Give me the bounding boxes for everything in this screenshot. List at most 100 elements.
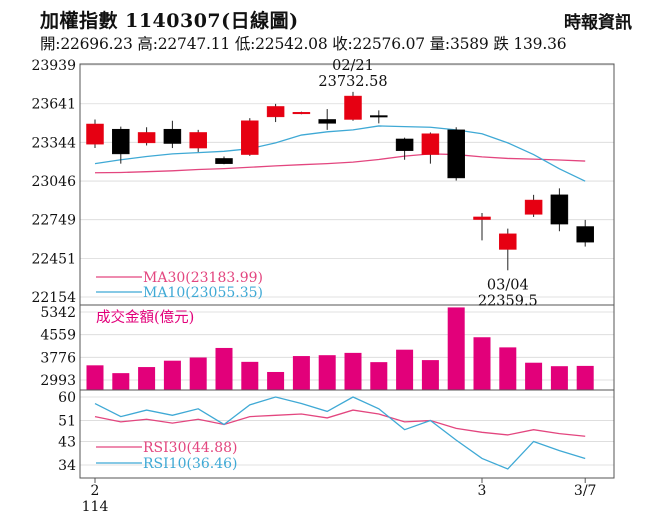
ma-legend-label: MA30(23183.99) [143,270,263,286]
rsi-tick-label: 34 [58,458,76,474]
volume-tick-label: 3776 [40,350,76,366]
volume-bar [189,357,207,390]
chart-title: 加權指數 1140307(日線圖) [40,10,299,32]
volume-tick-label: 2993 [40,373,76,389]
candle [576,219,594,247]
candle-body [395,138,414,151]
x-tick-label: 3 [478,483,487,499]
source-label: 時報資訊 [564,13,632,33]
price-tick-label: 23939 [31,58,76,74]
candle [292,111,311,115]
volume-bar [292,356,310,390]
candle [499,228,517,271]
price-tick-label: 22749 [31,213,76,229]
extreme-annotation: 22359.5 [478,293,538,309]
volume-bar [112,373,130,390]
candle [447,127,465,181]
candle-body [163,128,182,144]
candle-body [499,233,517,250]
volume-bar [576,365,594,390]
price-tick-label: 22154 [31,290,76,306]
candle-body [370,115,388,118]
rsi-legend-label: RSI30(44.88) [143,440,237,456]
volume-bar [525,362,543,390]
candle [395,137,414,160]
volume-bar [138,367,156,390]
candle [421,132,440,164]
volume-bar [318,355,336,390]
ma-line-1 [94,125,586,182]
candle [550,188,569,232]
candle-body [550,194,569,225]
candle-body [421,133,440,155]
plot-frame [79,63,615,479]
candle-body [524,199,543,215]
candle-body [86,123,104,145]
candle [86,119,104,149]
price-tick-label: 23344 [31,135,76,151]
candle-layer [86,91,594,271]
ohlc-summary: 開:22696.23 高:22747.11 低:22542.08 收:22576… [40,35,567,53]
ma-line-0 [94,153,586,174]
volume-layer [86,307,594,390]
rsi-line-0 [94,409,586,437]
volume-bar [550,366,568,390]
grid-layer [80,64,614,466]
volume-bar [370,362,388,390]
candle [344,91,362,121]
candle [266,103,285,123]
candle-body [576,226,594,243]
candle-body [241,120,259,155]
candle [112,126,130,164]
rsi-tick-label: 51 [58,414,76,430]
extreme-annotation: 03/04 [487,277,529,293]
candle-body [473,216,491,220]
extreme-annotation: 23732.58 [318,74,387,90]
moving-average-layer [94,125,586,182]
extreme-annotation: 02/21 [332,58,374,74]
candle-body [112,128,130,155]
volume-bar [163,360,181,390]
candle [473,213,491,241]
volume-bar [215,347,233,390]
candle [318,109,336,130]
x-year-label: 114 [82,499,109,515]
candle-body [189,132,207,149]
x-tick-label: 2 [91,483,100,499]
volume-bar [241,361,259,390]
candle [215,156,233,165]
candle [137,127,156,146]
price-tick-label: 22451 [31,251,76,267]
volume-bar [344,352,362,390]
candle [370,110,388,124]
volume-bar [499,347,517,390]
rsi-line-1 [94,396,586,470]
candle-body [266,106,285,118]
candle-body [447,129,465,179]
candle-body [344,95,362,120]
rsi-layer [94,396,586,470]
volume-panel-label: 成交金額(億元) [96,308,194,326]
rsi-legend-label: RSI10(36.46) [143,456,237,472]
x-tick-label: 3/7 [574,483,597,499]
candle [163,120,182,149]
candle-body [318,119,336,124]
volume-bar [421,360,439,390]
candle [241,118,259,156]
volume-tick-label: 4559 [40,328,76,344]
candle-body [215,158,233,164]
price-tick-label: 23046 [31,174,76,190]
volume-tick-label: 5342 [40,305,76,321]
volume-bar [86,365,104,390]
rsi-tick-label: 60 [58,390,76,406]
label-layer: MA30(23183.99)MA10(23055.35) 02/2123732.5… [96,58,538,472]
volume-bar [473,337,491,390]
candle-body [292,112,311,115]
candle-body [137,132,156,144]
candle [189,129,207,152]
volume-bar [267,371,285,390]
rsi-tick-label: 43 [58,434,76,450]
volume-bar [396,349,414,390]
